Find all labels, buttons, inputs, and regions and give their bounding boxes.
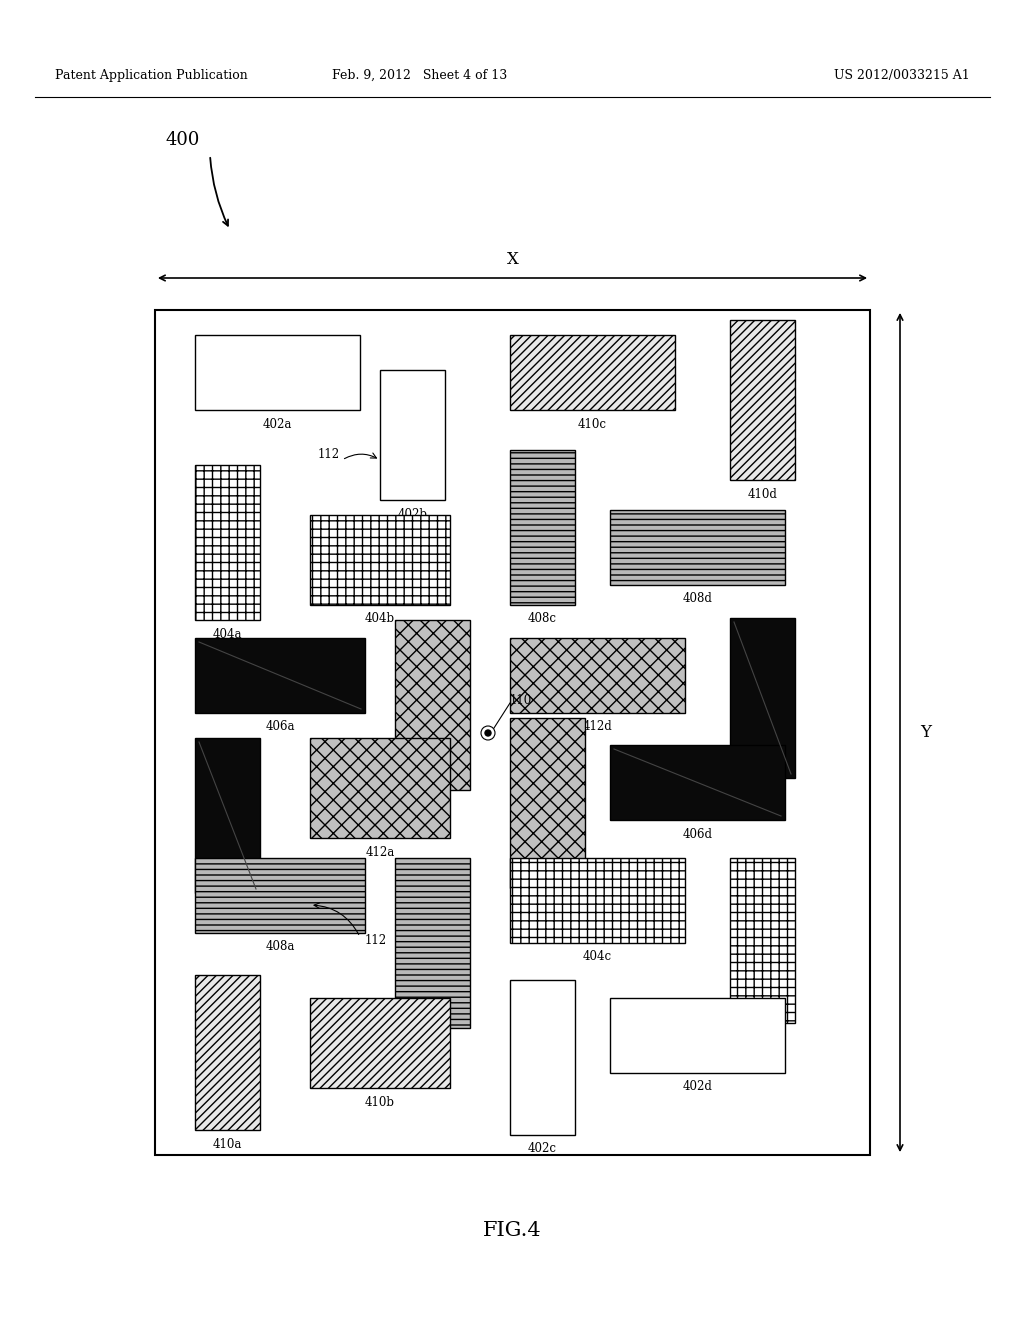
Bar [195,638,365,713]
Text: 410a: 410a [213,1138,243,1151]
Bar [195,858,365,933]
Text: Y: Y [920,723,931,741]
Text: X: X [507,252,518,268]
Text: 410c: 410c [578,417,607,430]
Bar [310,998,450,1088]
Bar [380,370,445,500]
Text: 408a: 408a [265,940,295,953]
Text: 410d: 410d [748,487,777,500]
Bar [610,510,785,585]
Bar [395,620,470,789]
Text: 404d: 404d [748,1031,777,1044]
Bar [510,979,575,1135]
Text: 408d: 408d [683,593,713,606]
Bar [195,465,260,620]
Bar [510,450,575,605]
Text: 406a: 406a [265,721,295,734]
Text: 408b: 408b [418,1035,447,1048]
Bar [510,638,685,713]
Text: US 2012/0033215 A1: US 2012/0033215 A1 [835,69,970,82]
Bar [730,319,795,480]
Text: 406b: 406b [212,900,243,913]
Bar [610,998,785,1073]
Text: 408c: 408c [528,612,557,626]
Text: 402d: 402d [683,1081,713,1093]
Bar [155,310,870,1155]
Bar [395,858,470,1028]
Text: FIG.4: FIG.4 [482,1221,542,1239]
Bar [510,858,685,942]
Text: Patent Application Publication: Patent Application Publication [55,69,248,82]
Bar [610,744,785,820]
Bar [730,858,795,1023]
Text: 402a: 402a [263,417,292,430]
Text: 112: 112 [365,933,387,946]
Text: 412d: 412d [583,721,612,734]
Text: 412b: 412b [418,797,447,810]
Text: 406c: 406c [748,785,777,799]
Text: Feb. 9, 2012   Sheet 4 of 13: Feb. 9, 2012 Sheet 4 of 13 [333,69,508,82]
Bar [195,738,260,894]
Bar [730,618,795,777]
Bar [310,515,450,605]
Text: 110: 110 [510,693,532,706]
Circle shape [485,730,490,737]
Bar [510,718,585,888]
Text: 410b: 410b [365,1096,395,1109]
Bar [195,975,260,1130]
Bar [195,335,360,411]
Bar [510,335,675,411]
Text: 412a: 412a [366,846,394,858]
Text: 404c: 404c [583,950,612,964]
Bar [310,738,450,838]
Text: 412c: 412c [534,895,562,908]
Text: 400: 400 [165,131,200,149]
Text: 112: 112 [317,449,340,462]
Text: 404b: 404b [365,612,395,626]
Text: 404a: 404a [213,627,243,640]
Text: 402c: 402c [528,1143,557,1155]
Text: 402b: 402b [397,507,427,520]
Text: 406d: 406d [683,828,713,841]
